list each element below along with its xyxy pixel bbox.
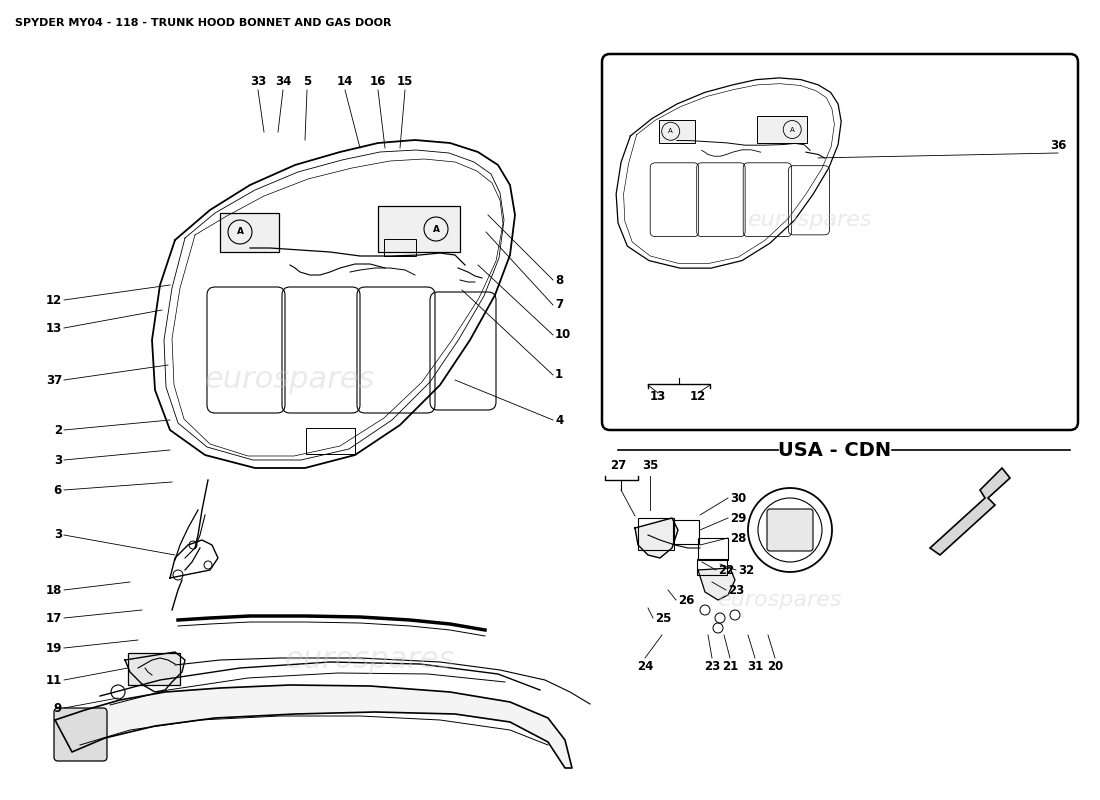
Text: 26: 26 <box>678 594 694 606</box>
Text: 8: 8 <box>556 274 563 286</box>
Text: SPYDER MY04 - 118 - TRUNK HOOD BONNET AND GAS DOOR: SPYDER MY04 - 118 - TRUNK HOOD BONNET AN… <box>15 18 392 28</box>
Text: 23: 23 <box>704 660 720 673</box>
Text: 14: 14 <box>337 75 353 88</box>
Polygon shape <box>698 568 735 600</box>
Polygon shape <box>55 685 572 768</box>
Polygon shape <box>930 468 1010 555</box>
Text: 16: 16 <box>370 75 386 88</box>
Text: 29: 29 <box>730 511 747 525</box>
Text: 36: 36 <box>1049 139 1066 152</box>
Circle shape <box>748 488 832 572</box>
FancyBboxPatch shape <box>128 653 180 685</box>
Text: 32: 32 <box>738 563 755 577</box>
Text: A: A <box>432 225 440 234</box>
Text: 20: 20 <box>767 660 783 673</box>
FancyBboxPatch shape <box>54 708 107 761</box>
FancyBboxPatch shape <box>767 509 813 551</box>
Text: 18: 18 <box>45 583 62 597</box>
FancyBboxPatch shape <box>602 54 1078 430</box>
Text: USA - CDN: USA - CDN <box>779 441 892 459</box>
Text: 19: 19 <box>45 642 62 654</box>
Text: 12: 12 <box>46 294 62 306</box>
Text: 21: 21 <box>722 660 738 673</box>
Text: 2: 2 <box>54 423 62 437</box>
Text: 3: 3 <box>54 454 62 466</box>
Text: 22: 22 <box>718 563 735 577</box>
Text: 34: 34 <box>275 75 292 88</box>
Text: eurospares: eurospares <box>748 210 872 230</box>
Text: 9: 9 <box>54 702 62 714</box>
Text: 30: 30 <box>730 491 746 505</box>
Text: A: A <box>669 128 673 134</box>
Text: 3: 3 <box>54 529 62 542</box>
Text: 13: 13 <box>46 322 62 334</box>
Text: A: A <box>236 227 243 237</box>
FancyBboxPatch shape <box>378 206 460 252</box>
Text: 33: 33 <box>250 75 266 88</box>
Text: 27: 27 <box>609 459 626 472</box>
Text: 31: 31 <box>747 660 763 673</box>
FancyBboxPatch shape <box>659 120 694 142</box>
Text: 13: 13 <box>650 390 667 403</box>
Text: 23: 23 <box>728 583 745 597</box>
Text: 24: 24 <box>637 660 653 673</box>
Text: 37: 37 <box>46 374 62 386</box>
Text: 11: 11 <box>46 674 62 686</box>
Text: 25: 25 <box>654 611 671 625</box>
Text: 4: 4 <box>556 414 563 426</box>
Text: 7: 7 <box>556 298 563 311</box>
Polygon shape <box>635 518 678 558</box>
Text: 17: 17 <box>46 611 62 625</box>
Text: 12: 12 <box>690 390 706 403</box>
FancyBboxPatch shape <box>220 213 279 252</box>
FancyBboxPatch shape <box>757 116 807 142</box>
Text: eurospares: eurospares <box>717 590 843 610</box>
Text: 6: 6 <box>54 483 62 497</box>
Text: 1: 1 <box>556 369 563 382</box>
Text: 28: 28 <box>730 531 747 545</box>
Text: 10: 10 <box>556 329 571 342</box>
Text: 5: 5 <box>302 75 311 88</box>
Text: eurospares: eurospares <box>205 366 375 394</box>
Text: 35: 35 <box>641 459 658 472</box>
Text: 15: 15 <box>397 75 414 88</box>
Text: A: A <box>790 126 794 133</box>
Text: eurospares: eurospares <box>285 646 455 674</box>
